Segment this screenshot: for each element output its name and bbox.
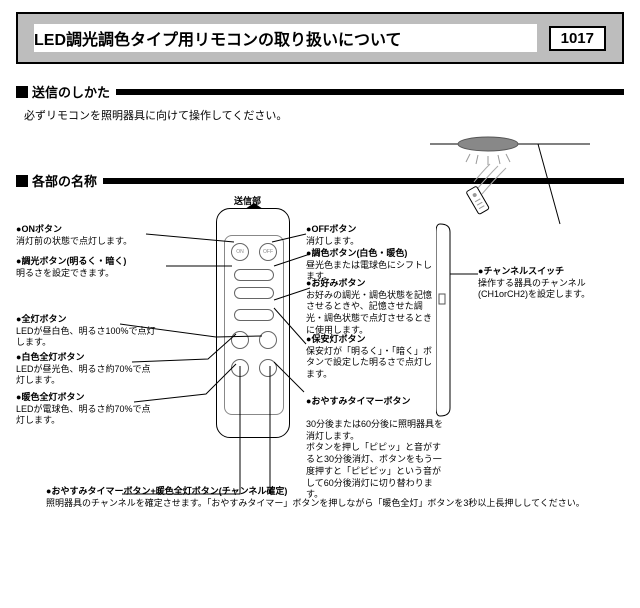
- label-footer: おやすみタイマーボタン+暖色全灯ボタン(チャンネル確定) 照明器具のチャンネルを…: [46, 486, 606, 509]
- label-all: 全灯ボタン LEDが昼白色、明るさ100%で点灯します。: [16, 314, 156, 349]
- header-box: LED調光調色タイプ用リモコンの取り扱いについて 1017: [16, 12, 624, 64]
- header-title: LED調光調色タイプ用リモコンの取り扱いについて: [34, 24, 537, 52]
- square-icon: [16, 86, 28, 98]
- section-send: 送信のしかた: [16, 82, 624, 101]
- label-white: 白色全灯ボタン LEDが昼光色、明るさ約70%で点灯します。: [16, 352, 156, 387]
- label-warm: 暖色全灯ボタン LEDが電球色、明るさ約70%で点灯します。: [16, 392, 156, 427]
- label-dim: 調光ボタン(明るく・暗く) 明るさを設定できます。: [16, 256, 176, 279]
- label-fav: お好みボタン お好みの調光・調色状態を記憶させるときや、記憶させた調光・調色状態…: [306, 278, 436, 336]
- section-line: [116, 89, 624, 95]
- parts-diagram: 送信部 ON OFF: [16, 194, 624, 514]
- label-off: OFFボタン 消灯します。: [306, 224, 426, 247]
- label-on: ONボタン 消灯前の状態で点灯します。: [16, 224, 156, 247]
- section-send-title: 送信のしかた: [32, 82, 110, 101]
- label-channel: チャンネルスイッチ 操作する器具のチャンネル(CH1orCH2)を設定します。: [478, 266, 628, 301]
- label-sec: 保安灯ボタン 保安灯が「明るく」・「暗く」ボタンで設定した明るさで点灯します。: [306, 334, 436, 381]
- send-instruction: 必ずリモコンを照明器具に向けて操作してください。: [24, 107, 624, 123]
- header-code: 1017: [549, 26, 606, 51]
- square-icon: [16, 175, 28, 187]
- section-parts-title: 各部の名称: [32, 171, 97, 190]
